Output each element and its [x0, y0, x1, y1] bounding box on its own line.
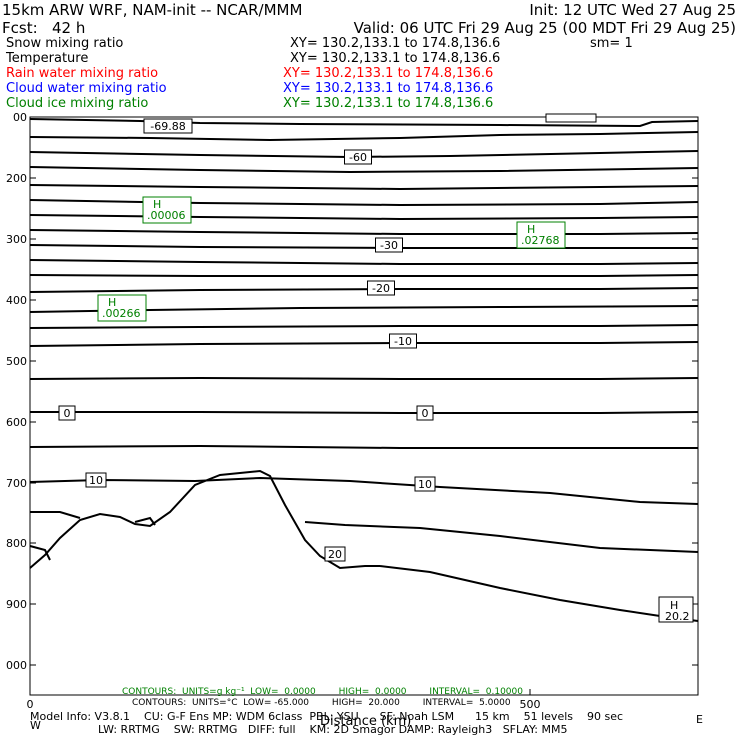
- temp-high-label: H: [670, 599, 678, 612]
- x-axis-label: Distance (km): [320, 714, 412, 729]
- contour-label-box: [414, 476, 436, 492]
- x-tick-label: 0: [27, 698, 34, 711]
- contour-label-box: [389, 333, 417, 349]
- ice-high-value: .00006: [147, 209, 186, 222]
- contour-label: -30: [380, 239, 398, 252]
- y-tick-label: 700: [6, 477, 27, 490]
- contour-label: -20: [372, 282, 390, 295]
- contour-label: -10: [394, 335, 412, 348]
- x-tick-label: 500: [520, 698, 541, 711]
- isotherm-line: [30, 411, 699, 414]
- ice-high-box: [97, 294, 147, 322]
- temp-high-box: [658, 596, 694, 623]
- isotherm-line: [29, 274, 699, 277]
- model-title: 15km ARW WRF, NAM-init -- NCAR/MMM: [2, 1, 303, 19]
- contour-label-box: [85, 472, 107, 488]
- y-tick-label: 600: [6, 416, 27, 429]
- field-name-snow: Snow mixing ratio: [6, 36, 124, 51]
- isotherm-line: [29, 131, 699, 142]
- field-smoothing: sm= 1: [590, 36, 633, 51]
- isotherm-line: [29, 287, 699, 293]
- fcst-label: Fcst:: [2, 19, 38, 37]
- isotherm-line: [29, 199, 699, 207]
- isotherm-line: [29, 324, 699, 329]
- model-info-line-1: Model Info: V3.8.1 CU: G-F Ens MP: WDM 6…: [30, 710, 624, 723]
- isotherm-line: [29, 150, 699, 159]
- isotherm-line: [29, 444, 698, 449]
- ice-high-box: [516, 221, 566, 249]
- ice-high-value: .00266: [102, 307, 141, 320]
- ice-high-value: .02768: [521, 234, 560, 247]
- plot-frame: [29, 116, 699, 696]
- terrain-contour: [29, 545, 51, 561]
- contours-info-temperature: CONTOURS: UNITS=°C LOW= -65.000 HIGH= 20…: [132, 698, 511, 708]
- contour-label: 10: [418, 478, 432, 491]
- field-xy-cloud-water: XY= 130.2,133.1 to 174.8,136.6: [283, 81, 494, 96]
- y-tick-label: 300: [6, 233, 27, 246]
- contour-label: -69.88: [150, 120, 185, 133]
- ice-high-box: [142, 196, 192, 224]
- contour-label: 0: [422, 407, 429, 420]
- isotherm-line: [304, 521, 699, 553]
- terrain-contour: [134, 516, 156, 526]
- field-name-cloud-ice: Cloud ice mixing ratio: [6, 96, 149, 111]
- field-xy-snow: XY= 130.2,133.1 to 174.8,136.6: [290, 36, 501, 51]
- init-time: Init: 12 UTC Wed 27 Aug 25: [529, 1, 736, 19]
- isotherm-line: [29, 184, 699, 191]
- isotherm-line: [29, 244, 698, 249]
- valid-time: Valid: 06 UTC Fri 29 Aug 25 (00 MDT Fri …: [353, 19, 736, 37]
- isotherm-line: [29, 476, 699, 505]
- field-name-temperature: Temperature: [6, 51, 89, 66]
- model-info-line-2: LW: RRTMG SW: RRTMG DIFF: full KM: 2D Sm…: [98, 723, 568, 736]
- field-xy-rain: XY= 130.2,133.1 to 174.8,136.6: [283, 66, 494, 81]
- terrain-contour: [29, 469, 380, 570]
- y-tick-label: 900: [6, 598, 27, 611]
- contours-info-ice: CONTOURS: UNITS=g kg⁻¹ LOW= 0.0000 HIGH=…: [122, 687, 523, 697]
- contour-label-box: [324, 546, 346, 562]
- west-label: W: [30, 719, 41, 732]
- y-tick-label: 800: [6, 537, 27, 550]
- ice-high-label: H: [108, 296, 116, 309]
- field-xy-cloud-ice: XY= 130.2,133.1 to 174.8,136.6: [283, 96, 494, 111]
- isotherm-line: [29, 229, 699, 235]
- contour-label: 0: [64, 407, 71, 420]
- y-tick-label: 00: [13, 111, 27, 124]
- ice-high-label: H: [153, 198, 161, 211]
- ice-high-label: H: [527, 223, 535, 236]
- contour-label: 10: [89, 474, 103, 487]
- field-name-rain: Rain water mixing ratio: [6, 66, 159, 81]
- contour-label-box: [545, 113, 597, 123]
- isotherm-line: [29, 214, 699, 221]
- isotherm-line: [379, 565, 699, 622]
- field-name-cloud-water: Cloud water mixing ratio: [6, 81, 167, 96]
- isotherm-line: [29, 376, 699, 380]
- contour-label-box: [143, 118, 193, 134]
- contour-label-box: [344, 149, 372, 165]
- isotherm-line: [29, 341, 699, 347]
- contour-label-box: [367, 280, 395, 296]
- y-tick-label: 400: [6, 294, 27, 307]
- isotherm-line: [29, 259, 699, 265]
- contour-label-box: [416, 405, 434, 421]
- isotherm-line: [30, 511, 81, 519]
- y-tick-label: 000: [6, 659, 27, 672]
- temp-high-value: 20.2: [665, 610, 690, 623]
- fcst-value: 42 h: [52, 19, 86, 37]
- isotherm-line: [29, 118, 699, 128]
- contour-label: -60: [349, 151, 367, 164]
- east-label: E: [696, 713, 703, 726]
- y-tick-label: 500: [6, 355, 27, 368]
- contour-label-box: [375, 237, 403, 253]
- field-xy-temperature: XY= 130.2,133.1 to 174.8,136.6: [290, 51, 501, 66]
- contour-label-box: [58, 405, 76, 421]
- isotherm-line: [29, 166, 699, 174]
- y-tick-label: 200: [6, 172, 27, 185]
- contour-label: 20: [328, 548, 342, 561]
